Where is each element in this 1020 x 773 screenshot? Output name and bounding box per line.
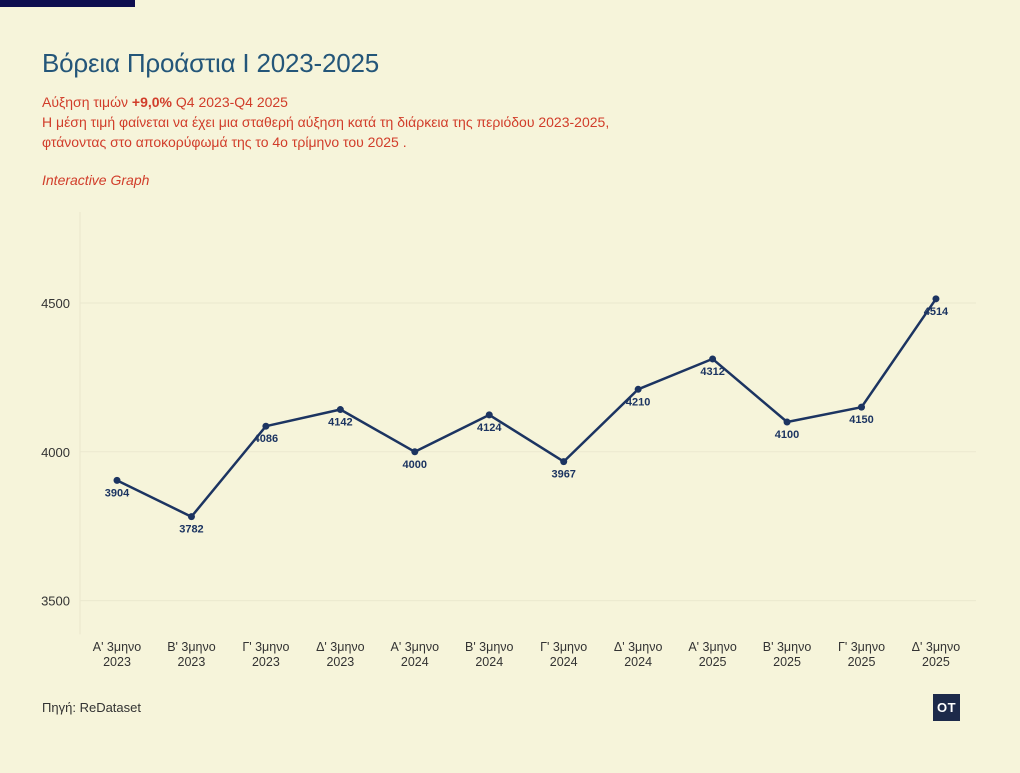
data-label-8: 4312: [700, 366, 724, 378]
data-label-1: 3782: [179, 524, 203, 536]
x-axis-ticks: Α' 3μηνο 2023 Β' 3μηνο 2023 Γ' 3μηνο 2023 Δ' 3…: [93, 640, 961, 669]
data-label-10: 4150: [849, 414, 873, 426]
data-point-9[interactable]: [783, 418, 791, 426]
subtitle-period: Q4 2023-Q4 2025: [172, 94, 288, 110]
data-label-2: 4086: [254, 433, 278, 445]
data-point-7[interactable]: [634, 385, 642, 393]
x-tick-label-5: Β' 3μηνο 2024: [465, 640, 514, 669]
subtitle-line-1: Αύξηση τιμών +9,0% Q4 2023-Q4 2025: [42, 92, 609, 112]
chart-subtitle: Αύξηση τιμών +9,0% Q4 2023-Q4 2025 Η μέσ…: [42, 92, 609, 152]
x-tick-label-7: Δ' 3μηνο 2024: [614, 640, 663, 669]
x-tick-label-11: Δ' 3μηνο 2025: [912, 640, 961, 669]
x-tick-label-9: Β' 3μηνο 2025: [763, 640, 812, 669]
x-tick-label-1: Β' 3μηνο 2023: [167, 640, 216, 669]
x-tick-label-4: Α' 3μηνο 2024: [391, 640, 440, 669]
subtitle-line-2: Η μέση τιμή φαίνεται να έχει μια σταθερή…: [42, 114, 610, 130]
data-point-4[interactable]: [411, 448, 419, 456]
y-tick-label-4500: 4500: [41, 296, 70, 311]
data-label-9: 4100: [775, 429, 799, 441]
price-series: [113, 295, 940, 521]
x-tick-label-8: Α' 3μηνο 2025: [688, 640, 737, 669]
data-label-0: 3904: [105, 487, 130, 499]
data-label-3: 4142: [328, 417, 352, 429]
data-labels: 3904 3782 4086 4142 4000 4124 3967 4210 4312 4100…: [105, 306, 949, 536]
data-point-8[interactable]: [709, 355, 717, 363]
x-tick-label-3: Δ' 3μηνο 2023: [316, 640, 365, 669]
price-line: [115, 297, 938, 518]
data-label-4: 4000: [403, 459, 427, 471]
chart-grid: [79, 212, 976, 635]
data-point-6[interactable]: [560, 458, 568, 466]
data-label-6: 3967: [551, 469, 575, 481]
x-tick-label-0: Α' 3μηνο 2023: [93, 640, 142, 669]
chart-title: Βόρεια Προάστια Ι 2023-2025: [42, 48, 380, 78]
price-change-value: +9,0%: [131, 94, 172, 110]
subtitle-line-3: φτάνοντας στο αποκορύφωμά της το 4ο τρίμ…: [42, 134, 407, 150]
y-axis-ticks: 3500 4000 4500: [41, 296, 70, 609]
data-label-11: 4514: [924, 306, 949, 318]
subtitle-prefix: Αύξηση τιμών: [42, 94, 132, 110]
x-tick-label-6: Γ' 3μηνο 2024: [540, 640, 587, 669]
data-point-0[interactable]: [113, 476, 121, 484]
data-point-1[interactable]: [187, 513, 195, 521]
data-point-3[interactable]: [336, 406, 344, 414]
interactive-graph-label[interactable]: Interactive Graph: [42, 172, 150, 188]
data-point-10[interactable]: [858, 403, 865, 411]
y-tick-label-4000: 4000: [41, 445, 70, 460]
ot-logo: OT: [933, 694, 960, 721]
source-note: Πηγή: ReDataset: [42, 700, 141, 715]
corner-accent-bar: [0, 0, 135, 7]
data-point-2[interactable]: [262, 422, 270, 430]
data-label-5: 4124: [477, 422, 502, 434]
data-point-11[interactable]: [932, 295, 940, 303]
y-tick-label-3500: 3500: [41, 594, 70, 609]
data-point-5[interactable]: [485, 411, 493, 419]
x-tick-label-2: Γ' 3μηνο 2023: [242, 640, 289, 669]
x-tick-label-10: Γ' 3μηνο 2025: [838, 640, 885, 669]
data-label-7: 4210: [626, 396, 650, 408]
